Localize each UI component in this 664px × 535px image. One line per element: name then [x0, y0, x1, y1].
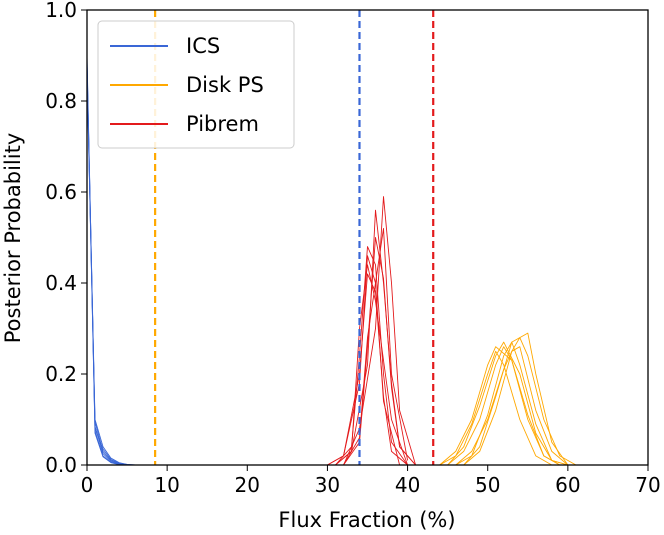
y-tick-label: 0.6: [45, 180, 77, 204]
curve-disk-ps-1: [447, 346, 561, 466]
y-tick-label: 0.8: [45, 89, 77, 113]
reference-lines: [154, 10, 435, 465]
curve-disk-ps-7: [463, 332, 569, 466]
y-tick-label: 0.0: [45, 453, 77, 477]
curve-pibrem-3: [343, 237, 416, 466]
y-tick-label: 0.4: [45, 271, 77, 295]
x-tick-label: 70: [635, 473, 660, 497]
legend-label-ics: ICS: [186, 34, 220, 58]
x-tick-label: 20: [235, 473, 260, 497]
x-tick-label: 30: [315, 473, 340, 497]
x-axis-ticks: 0 10 20 30 40 50 60 70: [81, 465, 661, 497]
y-axis-ticks: 0.0 0.2 0.4 0.6 0.8 1.0: [45, 0, 87, 477]
plot-frame: [86, 9, 649, 466]
curve-disk-ps-4: [447, 341, 569, 466]
y-axis-label: Posterior Probability: [1, 133, 25, 344]
x-tick-label: 40: [395, 473, 420, 497]
legend-label-disk-ps: Disk PS: [186, 73, 264, 97]
x-tick-label: 0: [81, 473, 94, 497]
series-curves: [86, 55, 577, 466]
curve-pibrem-7: [343, 227, 409, 466]
curve-pibrem-0: [327, 273, 408, 466]
legend: ICS Disk PS Pibrem: [97, 20, 295, 149]
x-tick-label: 60: [555, 473, 580, 497]
x-axis-label: Flux Fraction (%): [278, 508, 455, 532]
curve-pibrem-6: [327, 255, 401, 466]
curve-disk-ps-0: [439, 350, 553, 466]
curve-disk-ps-3: [463, 337, 577, 466]
x-tick-label: 10: [154, 473, 179, 497]
legend-label-pibrem: Pibrem: [186, 112, 259, 136]
curve-disk-ps-6: [439, 346, 561, 466]
curve-pibrem-2: [335, 209, 416, 466]
y-tick-label: 1.0: [45, 0, 77, 22]
x-tick-label: 50: [475, 473, 500, 497]
y-tick-label: 0.2: [45, 362, 77, 386]
curve-disk-ps-5: [455, 346, 569, 466]
legend-box: [97, 20, 295, 149]
